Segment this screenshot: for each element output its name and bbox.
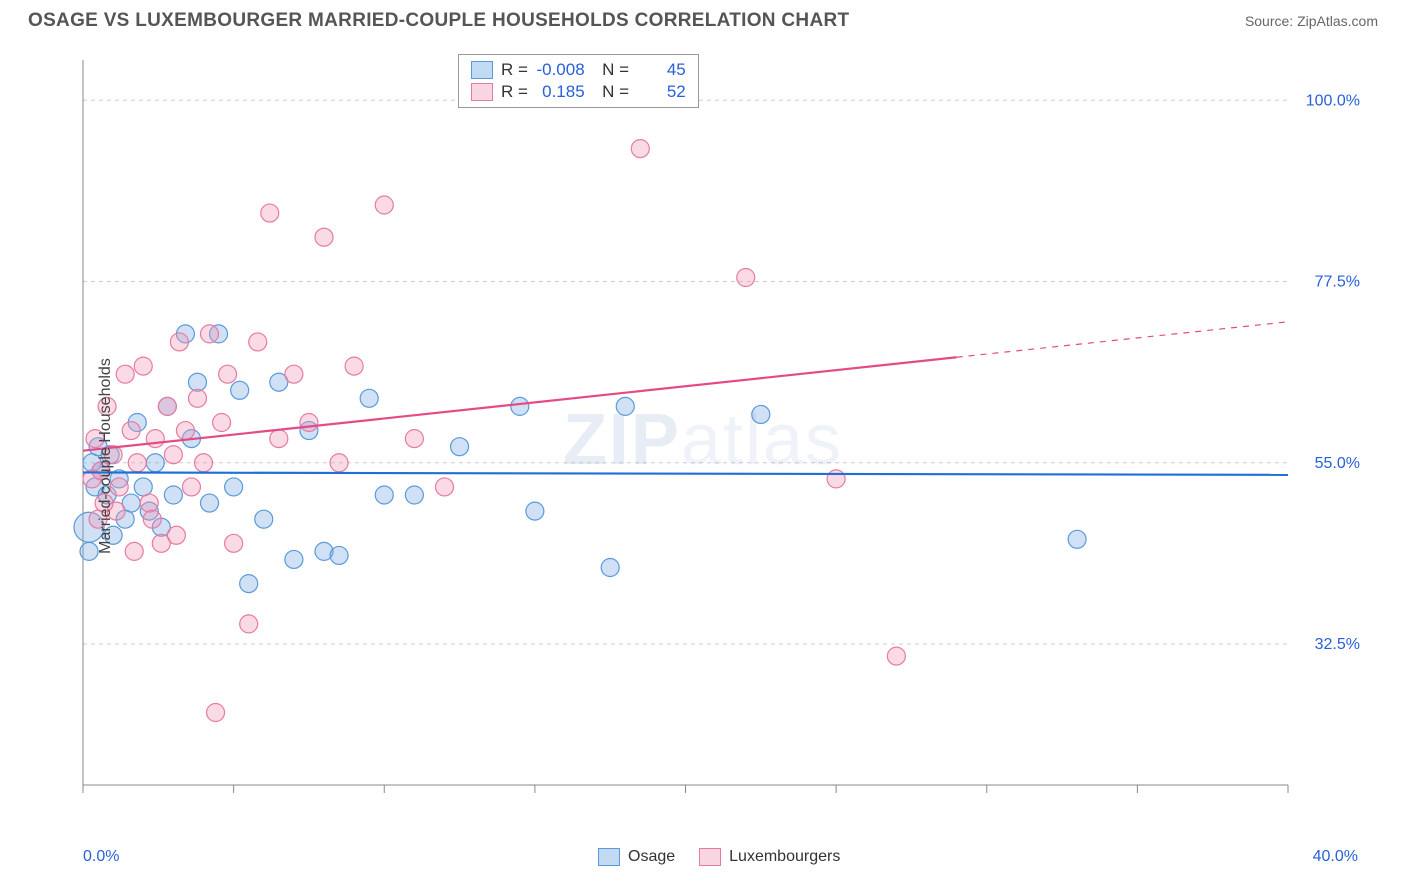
svg-text:77.5%: 77.5% [1315,274,1360,291]
y-axis-label: Married-couple Households [97,358,115,554]
chart-area: Married-couple Households ZIPatlas R = -… [28,50,1378,862]
stats-row-lux: R = 0.185 N = 52 [471,81,686,103]
svg-text:100.0%: 100.0% [1306,92,1360,109]
chart-title: OSAGE VS LUXEMBOURGER MARRIED-COUPLE HOU… [28,10,849,32]
svg-text:55.0%: 55.0% [1315,455,1360,472]
svg-text:32.5%: 32.5% [1315,636,1360,653]
scatter-plot: 32.5% 55.0% 77.5% 100.0% [28,50,1378,830]
legend-item-lux: Luxembourgers [699,848,840,866]
series-legend: Osage Luxembourgers [598,848,840,866]
legend-item-osage: Osage [598,848,675,866]
swatch-blue-icon [598,848,620,866]
swatch-blue-icon [471,61,493,79]
source-attribution: Source: ZipAtlas.com [1245,13,1378,29]
swatch-pink-icon [471,83,493,101]
stats-legend: R = -0.008 N = 45 R = 0.185 N = 52 [458,54,699,108]
swatch-pink-icon [699,848,721,866]
source-link[interactable]: ZipAtlas.com [1297,13,1378,29]
stats-row-osage: R = -0.008 N = 45 [471,59,686,81]
